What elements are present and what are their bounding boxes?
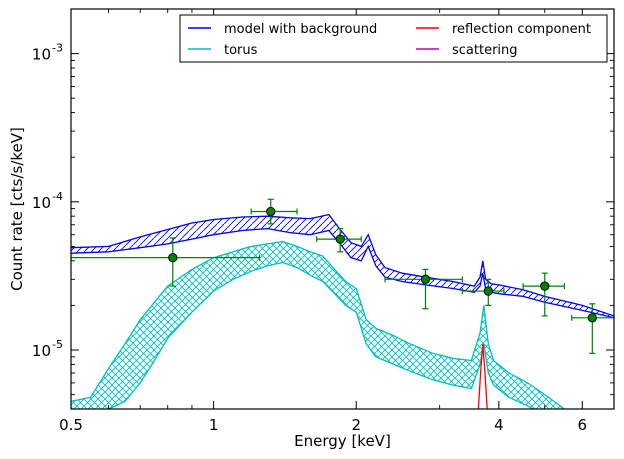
legend-label: torus	[224, 43, 258, 58]
data-point-7	[571, 303, 614, 354]
band-upper-reflection-component	[477, 343, 488, 409]
data-marker	[540, 281, 550, 291]
series-torus	[71, 240, 565, 409]
x-tick-label: 0.5	[59, 416, 83, 434]
data-point-3	[316, 227, 362, 253]
legend-label: reflection component	[452, 22, 591, 37]
legend-item-scattering: scattering	[416, 43, 518, 58]
x-tick-label: 4	[494, 416, 504, 434]
legend-label: scattering	[452, 43, 518, 58]
band-upper-model-with-background	[71, 213, 614, 317]
y-axis-label: Count rate [cts/s/keV]	[8, 127, 26, 291]
x-tick-label: 6	[578, 416, 588, 434]
y-tick-label: 10	[32, 194, 51, 212]
legend: model with background reflection componen…	[179, 14, 608, 63]
data-point-4	[384, 268, 463, 310]
data-marker	[335, 234, 345, 244]
data-point-5	[461, 278, 505, 307]
ticks-layer: 0.5 1 2 4 610-510-410-3	[32, 8, 615, 434]
legend-label: model with background	[224, 22, 377, 37]
data-marker	[483, 286, 493, 296]
series-reflection-component	[477, 343, 488, 409]
x-axis-label: Energy [keV]	[294, 432, 391, 450]
y-tick-label: 10	[32, 342, 51, 360]
y-tick-exponent: -3	[52, 42, 63, 55]
data-marker	[266, 206, 276, 217]
band-lower-torus	[106, 261, 535, 409]
band-fill-torus	[71, 241, 565, 409]
data-marker	[420, 274, 431, 284]
data-point-1	[71, 237, 261, 287]
legend-item-model-with-background: model with background	[188, 22, 377, 37]
legend-box	[179, 14, 608, 63]
legend-items: model with background reflection componen…	[188, 22, 591, 58]
y-tick-exponent: -4	[52, 190, 63, 203]
plot-area: 0.5 1 2 4 610-510-410-3	[32, 8, 615, 434]
y-tick-label: 10	[32, 46, 51, 64]
data-point-6	[522, 272, 565, 317]
band-upper-torus	[71, 240, 565, 409]
legend-item-reflection-component: reflection component	[416, 22, 591, 37]
legend-item-torus: torus	[188, 43, 258, 58]
x-tick-label: 2	[351, 416, 361, 434]
data-marker	[587, 313, 597, 323]
data-marker	[168, 253, 178, 263]
data-points-layer	[71, 198, 614, 354]
data-point-2	[250, 198, 298, 225]
y-tick-exponent: -5	[52, 338, 63, 351]
x-tick-label: 1	[209, 416, 219, 434]
